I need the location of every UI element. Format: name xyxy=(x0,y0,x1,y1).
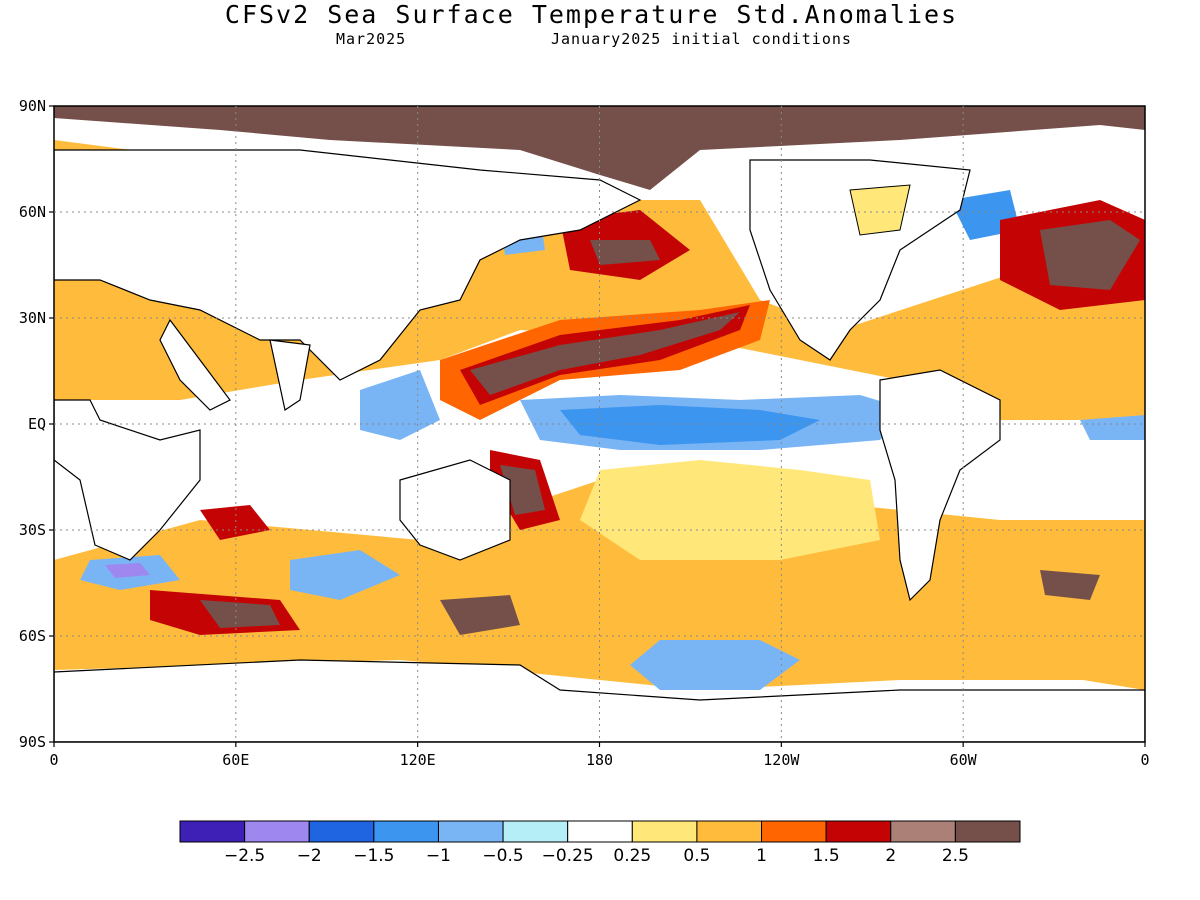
longitude-label: 60W xyxy=(950,751,978,769)
colorbar-swatch xyxy=(567,820,633,843)
colorbar-label: −2 xyxy=(297,846,322,866)
colorbar-label: 2.5 xyxy=(942,846,969,866)
colorbar-swatch xyxy=(825,820,892,843)
colorbar-label: −0.5 xyxy=(482,846,523,866)
colorbar-swatch xyxy=(696,820,763,843)
colorbar-swatch xyxy=(179,820,246,843)
colorbar-swatch xyxy=(244,820,310,843)
colorbar-label: −2.5 xyxy=(224,846,265,866)
weak-warm-region xyxy=(580,460,880,560)
hudson-bay xyxy=(849,184,911,236)
latitude-label: 60S xyxy=(19,627,46,645)
colorbar-swatch xyxy=(631,820,698,843)
longitude-label: 120E xyxy=(400,751,436,769)
colorbar-label: −1 xyxy=(426,846,451,866)
longitude-label: 180 xyxy=(586,751,613,769)
southern-ocean-extreme-warm-2 xyxy=(440,595,520,635)
latitude-axis: 90N 60N 30N EQ 30S 60S 90S xyxy=(19,97,54,751)
south-atlantic-extreme-warm xyxy=(1040,570,1100,600)
latitude-label: EQ xyxy=(28,415,46,433)
north-atlantic-extreme-warm xyxy=(1040,220,1140,290)
arabia-land xyxy=(159,318,231,411)
initial-conditions: January2025 initial conditions xyxy=(551,30,852,48)
colorbar-label: 0.5 xyxy=(683,846,710,866)
longitude-label: 60E xyxy=(222,751,249,769)
atlantic-cool-patch xyxy=(1080,415,1145,440)
extreme-warm-west-pacific xyxy=(470,312,740,395)
colorbar-label: −1.5 xyxy=(353,846,394,866)
equatorial-pacific-cool-core xyxy=(560,405,820,445)
india-land xyxy=(269,339,311,411)
south-america-land xyxy=(879,369,1001,602)
colorbar-swatch xyxy=(437,820,504,843)
graticule xyxy=(54,106,1145,742)
colorbar-label: −0.25 xyxy=(542,846,594,866)
colorbar-label: 1.5 xyxy=(813,846,840,866)
colorbar-swatch xyxy=(890,820,956,843)
maritime-cool-patch xyxy=(360,370,440,440)
latitude-label: 30N xyxy=(19,309,46,327)
colorbar-swatch xyxy=(502,820,569,843)
south-indian-cool-core xyxy=(105,563,150,578)
colorbar-swatch xyxy=(954,820,1021,843)
longitude-label: 0 xyxy=(49,751,58,769)
latitude-label: 90S xyxy=(19,733,46,751)
south-indian-cool-patch-2 xyxy=(290,550,400,600)
colorbar-label: 1 xyxy=(756,846,767,866)
colorbar-swatch xyxy=(761,820,827,843)
north-america-land xyxy=(749,159,971,361)
indian-ocean-strong-warm xyxy=(200,505,270,540)
latitude-label: 30S xyxy=(19,521,46,539)
colorbar-labels: −2.5 −2 −1.5 −1 −0.5 −0.25 0.25 0.5 1 1.5 2 2.5 xyxy=(224,846,969,866)
colorbar-swatch xyxy=(373,820,439,843)
latitude-label: 90N xyxy=(19,97,46,115)
page-title: CFSv2 Sea Surface Temperature Std.Anomal… xyxy=(224,0,959,29)
australia-land xyxy=(399,459,511,561)
southern-pacific-cool-patch xyxy=(630,640,800,690)
north-pacific-extreme-warm xyxy=(590,240,660,265)
longitude-label: 0 xyxy=(1140,751,1149,769)
colorbar-label: 2 xyxy=(885,846,896,866)
africa-land xyxy=(54,399,201,561)
longitude-axis: 0 60E 120E 180 120W 60W 0 xyxy=(49,742,1150,769)
southern-ocean-extreme-warm xyxy=(200,600,280,628)
longitude-label: 120W xyxy=(763,751,800,769)
colorbar-label: 0.25 xyxy=(613,846,651,866)
south-pacific-extreme-warm xyxy=(500,465,545,515)
forecast-month: Mar2025 xyxy=(336,30,407,48)
colorbar xyxy=(179,820,1021,843)
latitude-label: 60N xyxy=(19,203,46,221)
colorbar-swatch xyxy=(308,820,375,843)
